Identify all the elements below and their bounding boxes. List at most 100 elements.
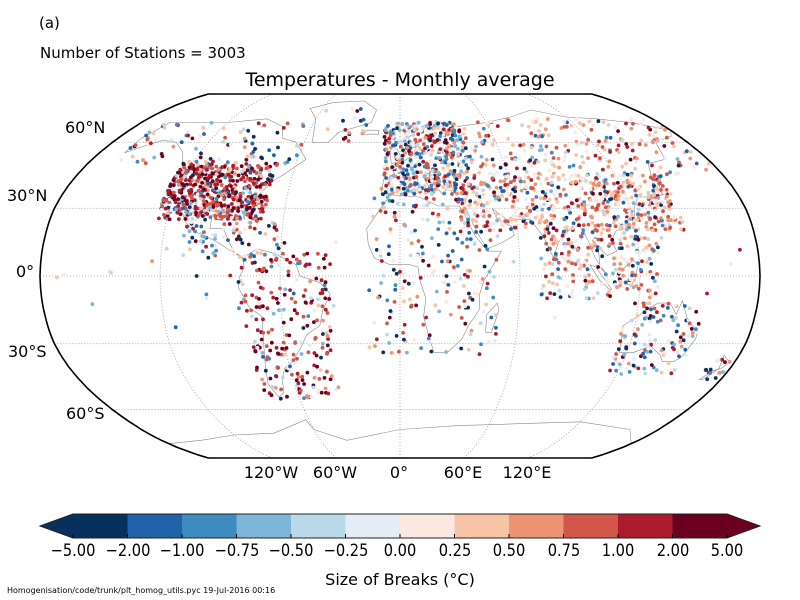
station-dot [404, 176, 409, 181]
station-dot [205, 192, 210, 197]
station-dot [265, 198, 269, 203]
station-dot [234, 237, 239, 242]
station-dot [462, 221, 467, 226]
station-dot [276, 351, 280, 356]
station-dot [570, 226, 575, 231]
station-dot [147, 130, 152, 135]
station-dot [381, 192, 385, 197]
station-dot [200, 181, 205, 185]
station-dot [566, 237, 571, 242]
station-dot [696, 321, 701, 326]
station-dot [679, 344, 684, 349]
station-dot [323, 287, 328, 292]
station-dot [394, 271, 399, 276]
station-dot [530, 197, 535, 202]
station-dot [677, 160, 681, 165]
station-dot [553, 252, 558, 256]
station-dot [551, 226, 556, 231]
station-dot [392, 300, 397, 304]
station-dot [261, 209, 265, 214]
station-dot [611, 220, 616, 225]
station-dot [470, 186, 475, 191]
station-dot [442, 280, 446, 285]
station-dot [307, 262, 312, 267]
station-dot [420, 251, 425, 256]
station-dot [161, 198, 166, 203]
station-dot [460, 209, 465, 214]
lon-tick-label: 120°E [502, 463, 552, 482]
station-dot [192, 167, 197, 172]
station-dot [408, 253, 413, 258]
station-dot [301, 294, 306, 298]
station-dot [263, 252, 267, 257]
station-dot [462, 225, 467, 230]
station-dot [181, 253, 186, 257]
station-dot [645, 306, 649, 311]
station-dot [619, 255, 624, 260]
station-dot [529, 131, 534, 136]
station-dot [425, 162, 430, 167]
station-dot [569, 123, 574, 128]
station-dot [599, 187, 604, 192]
station-dot [213, 213, 218, 218]
station-dot [582, 260, 587, 265]
station-dot [306, 314, 311, 318]
station-dot [460, 201, 465, 206]
station-dot [190, 235, 195, 240]
station-dot [450, 162, 455, 166]
station-dot [616, 347, 621, 351]
colorbar-segment [509, 514, 564, 538]
station-dot [401, 167, 406, 172]
station-dot [563, 143, 568, 148]
station-dot [433, 139, 438, 144]
station-dot [549, 189, 553, 194]
station-dot [608, 150, 612, 154]
station-dot [458, 276, 463, 281]
station-dot [593, 224, 598, 228]
station-dot [605, 210, 610, 214]
station-dot [666, 339, 671, 343]
station-dot [632, 332, 637, 337]
station-dot [634, 193, 638, 198]
station-dot [286, 273, 291, 278]
station-dot [230, 248, 234, 252]
station-dot [432, 123, 437, 128]
station-dot [568, 210, 572, 215]
station-dot [239, 164, 244, 169]
station-dot [643, 143, 648, 147]
station-dot [429, 192, 434, 196]
station-dot [607, 159, 612, 164]
station-dot [388, 230, 392, 235]
station-dot [288, 260, 292, 265]
station-dot [385, 162, 389, 167]
station-dot [420, 217, 425, 222]
station-dot [198, 134, 203, 138]
station-dot [384, 176, 388, 180]
station-dot [627, 222, 631, 227]
station-dot [413, 228, 417, 233]
station-dot [260, 351, 265, 355]
station-dot [396, 188, 400, 193]
station-dot [662, 205, 667, 210]
station-dot [248, 170, 253, 175]
station-dot [577, 121, 582, 125]
station-dot [636, 286, 641, 291]
station-dot [532, 172, 537, 177]
station-dot [455, 191, 459, 196]
station-dot [269, 340, 274, 345]
colorbar-segment [563, 514, 619, 538]
station-dot [250, 141, 255, 146]
station-dot [639, 283, 644, 287]
station-dot [298, 339, 303, 344]
station-dot [536, 176, 541, 181]
station-dot [182, 162, 186, 167]
station-dot [456, 197, 461, 202]
station-dot [209, 196, 213, 200]
station-dot [391, 259, 395, 263]
station-dot [524, 170, 529, 174]
station-dot [603, 178, 608, 182]
station-dot [171, 144, 176, 149]
station-dot [187, 205, 192, 210]
station-dot [468, 199, 473, 203]
station-dot [183, 174, 187, 179]
